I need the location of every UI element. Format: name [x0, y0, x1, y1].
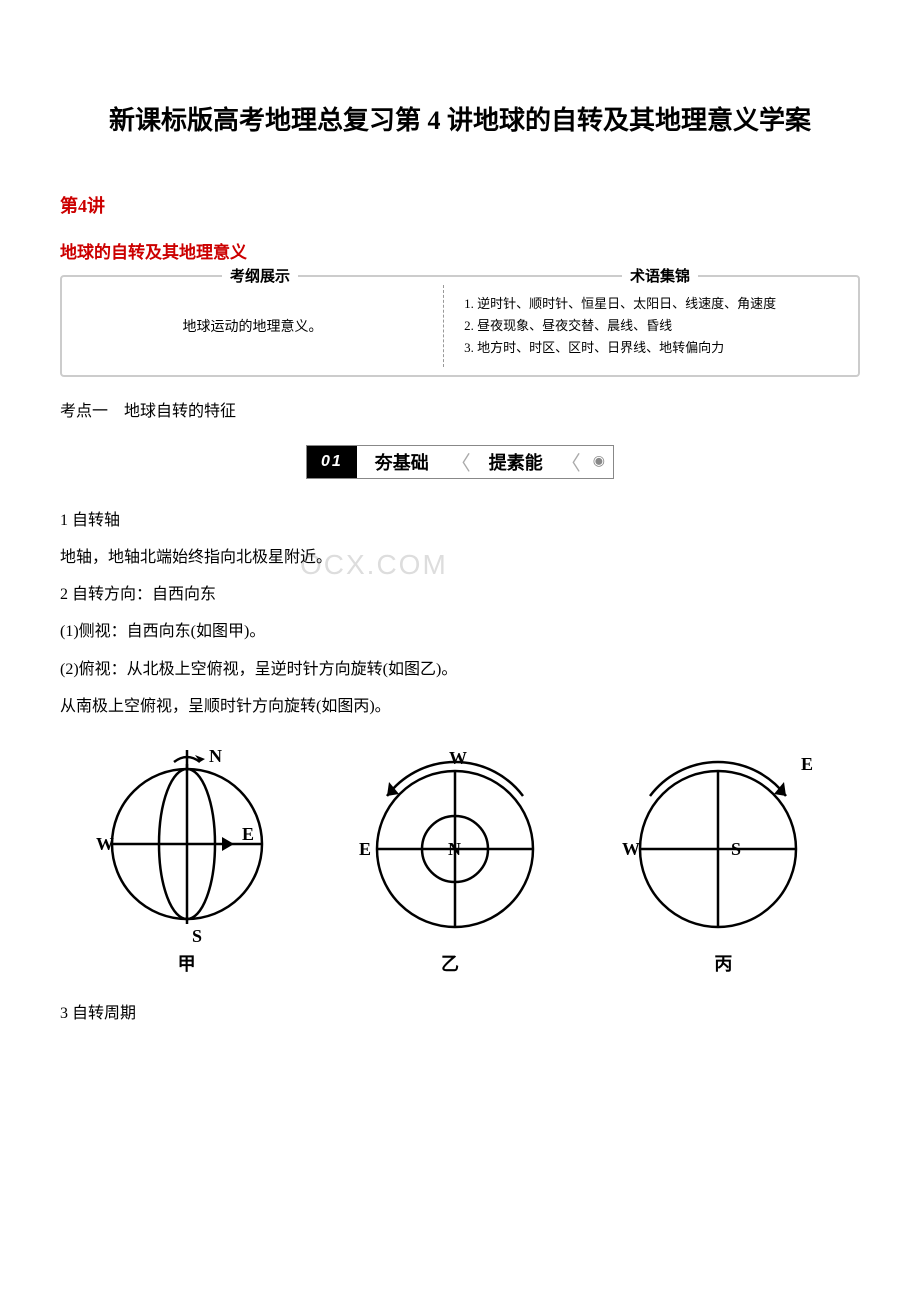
diagram-yi-svg: N W E — [345, 744, 555, 944]
outline-right-content: 1. 逆时针、顺时针、恒星日、太阳日、线速度、角速度 2. 昼夜现象、昼夜交替、… — [444, 285, 858, 367]
section-banner: 01 夯基础 〈 提素能 〈 ◉ — [60, 445, 860, 479]
svg-text:W: W — [622, 839, 640, 859]
content-paragraph: (1)侧视：自西向东(如图甲)。 — [60, 614, 860, 649]
diagram-jia-svg: N S W E — [92, 744, 282, 944]
content-paragraph: 从南极上空俯视，呈顺时针方向旋转(如图丙)。 — [60, 689, 860, 724]
diagram-bing: S E W 丙 — [618, 744, 828, 976]
outline-box: 考纲展示 术语集锦 地球运动的地理意义。 1. 逆时针、顺时针、恒星日、太阳日、… — [60, 275, 860, 377]
banner-dot-icon: ◉ — [585, 453, 613, 470]
content-heading: 1 自转轴 — [60, 503, 860, 538]
diagram-label-yi: 乙 — [441, 950, 459, 976]
outline-left-content: 地球运动的地理意义。 — [62, 285, 444, 367]
banner-text-1: 夯基础 — [357, 449, 447, 475]
content-paragraph: (2)俯视：从北极上空俯视，呈逆时针方向旋转(如图乙)。 — [60, 652, 860, 687]
svg-text:E: E — [801, 754, 813, 774]
outline-term-line: 1. 逆时针、顺时针、恒星日、太阳日、线速度、角速度 — [464, 293, 838, 315]
banner-arrow-icon: 〈 — [447, 447, 475, 476]
lecture-number: 第4讲 — [60, 192, 860, 218]
diagram-jia: N S W E 甲 — [92, 744, 282, 976]
banner-arrow-icon: 〈 — [557, 447, 585, 476]
outline-left-label: 考纲展示 — [222, 265, 298, 286]
outline-term-line: 3. 地方时、时区、区时、日界线、地转偏向力 — [464, 337, 838, 359]
banner-text-2: 提素能 — [475, 449, 557, 475]
diagram-row: N S W E 甲 N W E 乙 S — [60, 744, 860, 976]
section-heading-1: 考点一 地球自转的特征 — [60, 397, 860, 421]
svg-text:E: E — [242, 824, 254, 844]
content-paragraph: 地轴，地轴北端始终指向北极星附近。 OCX.COM — [60, 540, 860, 575]
svg-text:N: N — [448, 839, 461, 859]
svg-text:N: N — [209, 746, 222, 766]
diagram-yi: N W E 乙 — [345, 744, 555, 976]
svg-text:W: W — [96, 834, 114, 854]
document-title: 新课标版高考地理总复习第 4 讲地球的自转及其地理意义学案 — [60, 100, 860, 142]
content-text: 地轴，地轴北端始终指向北极星附近。 — [60, 549, 332, 566]
svg-text:W: W — [449, 748, 467, 768]
lecture-title: 地球的自转及其地理意义 — [60, 238, 860, 263]
content-heading: 3 自转周期 — [60, 996, 860, 1031]
outline-right-label: 术语集锦 — [622, 265, 698, 286]
outline-term-line: 2. 昼夜现象、昼夜交替、晨线、昏线 — [464, 315, 838, 337]
diagram-label-bing: 丙 — [714, 950, 732, 976]
svg-text:S: S — [192, 926, 202, 944]
svg-text:S: S — [731, 839, 741, 859]
diagram-bing-svg: S E W — [618, 744, 828, 944]
svg-text:E: E — [359, 839, 371, 859]
content-heading: 2 自转方向：自西向东 — [60, 577, 860, 612]
diagram-label-jia: 甲 — [178, 950, 196, 976]
banner-number: 01 — [307, 446, 357, 478]
